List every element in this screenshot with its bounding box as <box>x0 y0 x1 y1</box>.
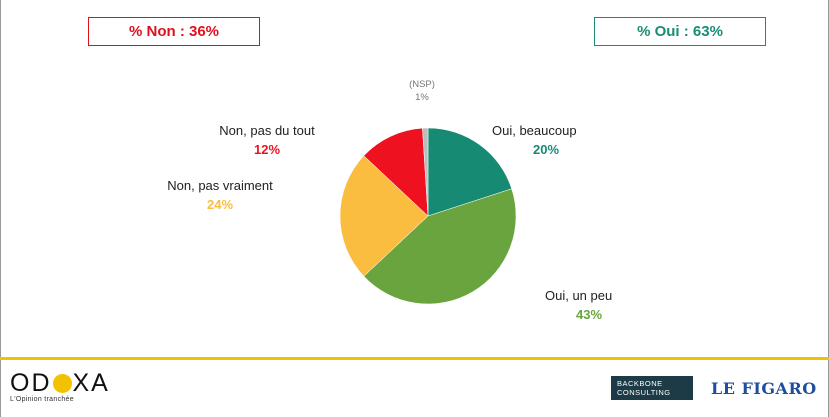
label-nsp: (NSP) 1% <box>397 78 447 104</box>
frame-border-left <box>0 0 1 417</box>
odoxa-wordmark: OD XA <box>10 369 110 397</box>
slice-value-nsp: 1% <box>415 92 429 103</box>
slice-value-non-pas-du-tout: 12% <box>253 142 281 157</box>
pie-slice-oui-un-peu <box>363 188 517 305</box>
footer-divider <box>0 357 829 360</box>
odoxa-logo: OD XA L'Opinion tranchée <box>10 369 110 403</box>
slice-label-non-pas-vraiment: Non, pas vraiment <box>167 178 273 193</box>
odoxa-dot-icon <box>52 374 72 393</box>
slice-label-non-pas-du-tout: Non, pas du tout <box>219 123 315 138</box>
le-figaro-logo: LE FIGARO <box>711 379 817 398</box>
slice-value-non-pas-vraiment: 24% <box>206 197 234 212</box>
backbone-line2: CONSULTING <box>617 388 671 397</box>
label-oui-un-peu: Oui, un peu 43% <box>545 286 612 324</box>
slice-label-nsp: (NSP) <box>409 79 435 90</box>
pie-slice-non-pas-vraiment <box>339 155 429 277</box>
slice-value-oui-beaucoup: 20% <box>533 142 560 157</box>
odoxa-tagline: L'Opinion tranchée <box>10 396 74 403</box>
backbone-consulting-logo: BACKBONE CONSULTING <box>611 376 693 400</box>
summary-oui-box: % Oui : 63% <box>594 17 766 46</box>
pie-slice-oui-beaucoup <box>427 127 513 217</box>
label-non-pas-du-tout: Non, pas du tout 12% <box>214 121 320 159</box>
pie-slice-non-pas-du-tout <box>363 127 429 217</box>
slice-label-oui-un-peu: Oui, un peu <box>545 288 613 303</box>
slice-label-oui-beaucoup: Oui, beaucoup <box>492 123 577 138</box>
slice-value-oui-un-peu: 43% <box>576 307 603 322</box>
label-non-pas-vraiment: Non, pas vraiment 24% <box>165 176 275 214</box>
label-oui-beaucoup: Oui, beaucoup 20% <box>492 121 577 159</box>
summary-non-box: % Non : 36% <box>88 17 260 46</box>
pie-slice-nsp <box>422 127 429 217</box>
backbone-line1: BACKBONE <box>617 379 663 388</box>
